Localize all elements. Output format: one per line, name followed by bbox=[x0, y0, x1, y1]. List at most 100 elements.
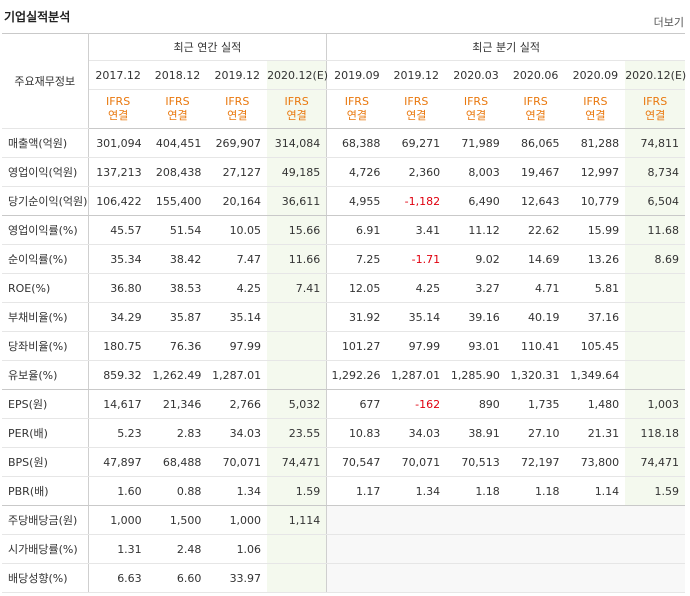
standard-type: IFRS bbox=[344, 95, 369, 108]
more-link[interactable]: 더보기 bbox=[653, 16, 684, 29]
standard-type: IFRS bbox=[583, 95, 608, 108]
cell: 5,032 bbox=[267, 389, 327, 419]
cell: 34.29 bbox=[88, 302, 148, 332]
cell: 2.83 bbox=[147, 418, 208, 448]
cell: 269,907 bbox=[207, 128, 268, 158]
cell: 49,185 bbox=[267, 157, 327, 187]
cell: 180.75 bbox=[88, 331, 148, 361]
cell: 8.69 bbox=[625, 244, 685, 274]
cell: 110.41 bbox=[505, 331, 566, 361]
cell: 5.23 bbox=[88, 418, 148, 448]
standard: IFRS 연결 bbox=[147, 89, 208, 129]
period: 2020.12(E) bbox=[625, 60, 686, 90]
cell: 14,617 bbox=[88, 389, 148, 419]
cell: 6,490 bbox=[446, 186, 506, 216]
cell bbox=[625, 273, 685, 303]
cell: 12.05 bbox=[326, 273, 387, 303]
period: 2020.12(E) bbox=[267, 60, 328, 90]
cell: 70,071 bbox=[386, 447, 447, 477]
cell: 1,262.49 bbox=[147, 360, 208, 390]
cell: 74,471 bbox=[267, 447, 327, 477]
cell: 859.32 bbox=[88, 360, 148, 390]
group-row: 주요재무정보 최근 연간 실적 최근 분기 실적 bbox=[2, 33, 685, 129]
cell: -1,182 bbox=[386, 186, 447, 216]
cell bbox=[267, 563, 327, 593]
cell: 4.25 bbox=[207, 273, 268, 303]
standard-type: IFRS bbox=[642, 95, 668, 108]
row-label: 유보율(%) bbox=[2, 360, 89, 390]
cell: 4.25 bbox=[386, 273, 447, 303]
cell: 1.18 bbox=[505, 476, 566, 506]
cell: 70,513 bbox=[446, 447, 506, 477]
cell: 38.91 bbox=[446, 418, 506, 448]
cell: 1,292.26 bbox=[326, 360, 387, 390]
cell bbox=[625, 505, 685, 535]
standard-type: IFRS bbox=[523, 95, 548, 108]
cell: 45.57 bbox=[88, 215, 148, 245]
data-row: 당좌비율(%) 180.75 76.36 97.99 101.27 97.99 93.01 1… bbox=[2, 331, 685, 361]
row-label: 부채비율(%) bbox=[2, 302, 89, 332]
period: 2018.12 bbox=[147, 60, 208, 90]
cell: 1,000 bbox=[88, 505, 148, 535]
cell: 5.81 bbox=[565, 273, 626, 303]
row-label: BPS(원) bbox=[2, 447, 89, 477]
financial-table: 주요재무정보 최근 연간 실적 최근 분기 실적 2017.12 2018.12 2… bbox=[2, 33, 686, 593]
cell: 1,480 bbox=[565, 389, 626, 419]
cell: 106,422 bbox=[88, 186, 148, 216]
period-row: 2017.12 2018.12 2019.12 2020.12(E) 2019.09 20… bbox=[2, 60, 686, 90]
standard-basis: 연결 bbox=[167, 109, 188, 122]
period: 2020.06 bbox=[505, 60, 566, 90]
cell bbox=[625, 563, 685, 593]
cell bbox=[326, 534, 387, 564]
standard: IFRS 연결 bbox=[267, 89, 327, 129]
cell: 21.31 bbox=[565, 418, 626, 448]
cell: 1,000 bbox=[207, 505, 268, 535]
data-row: PBR(배) 1.60 0.88 1.34 1.59 1.17 1.34 1.18 1.18 1.… bbox=[2, 476, 685, 506]
cell: 1.59 bbox=[267, 476, 327, 506]
cell bbox=[625, 302, 685, 332]
cell: 71,989 bbox=[446, 128, 506, 158]
period: 2019.12 bbox=[386, 60, 447, 90]
cell: 70,547 bbox=[326, 447, 387, 477]
data-row: EPS(원) 14,617 21,346 2,766 5,032 677 -162 890 1,… bbox=[2, 389, 685, 419]
cell: 2,360 bbox=[386, 157, 447, 187]
table-head: 주요재무정보 최근 연간 실적 최근 분기 실적 2017.12 2018.12 2… bbox=[2, 33, 686, 129]
cell: 10.05 bbox=[207, 215, 268, 245]
period: 2019.12 bbox=[207, 60, 268, 90]
row-label: ROE(%) bbox=[2, 273, 89, 303]
cell: 11.66 bbox=[267, 244, 327, 274]
cell: 137,213 bbox=[88, 157, 148, 187]
cell: 1,320.31 bbox=[505, 360, 566, 390]
cell: 51.54 bbox=[147, 215, 208, 245]
cell: 1,349.64 bbox=[565, 360, 626, 390]
cell: 34.03 bbox=[386, 418, 447, 448]
cell: 1,500 bbox=[147, 505, 208, 535]
data-row: 유보율(%) 859.32 1,262.49 1,287.01 1,292.26 1,28… bbox=[2, 360, 685, 390]
cell: 20,164 bbox=[207, 186, 268, 216]
cell: 1.31 bbox=[88, 534, 148, 564]
standard: IFRS 연결 bbox=[207, 89, 268, 129]
cell: 21,346 bbox=[147, 389, 208, 419]
cell: 47,897 bbox=[88, 447, 148, 477]
cell: 40.19 bbox=[505, 302, 566, 332]
cell: 155,400 bbox=[147, 186, 208, 216]
cell: 1.34 bbox=[207, 476, 268, 506]
standard-basis: 연결 bbox=[346, 109, 367, 122]
cell bbox=[267, 302, 327, 332]
row-label: 당좌비율(%) bbox=[2, 331, 89, 361]
cell: 1.18 bbox=[446, 476, 506, 506]
row-label: PER(배) bbox=[2, 418, 89, 448]
table-body: 매출액(억원) 301,094 404,451 269,907 314,084 68,38… bbox=[2, 128, 685, 593]
cell: 1,114 bbox=[267, 505, 327, 535]
standard-row: IFRS 연결 IFRS 연결 IFRS 연결 IFRS 연결 IFRS 연결 IFRS 연결 IFRS… bbox=[2, 89, 685, 129]
cell: 7.41 bbox=[267, 273, 327, 303]
cell: 890 bbox=[446, 389, 506, 419]
cell bbox=[565, 563, 626, 593]
data-row: 순이익률(%) 35.34 38.42 7.47 11.66 7.25 -1.71 9.02 1… bbox=[2, 244, 685, 274]
cell bbox=[446, 563, 506, 593]
standard-basis: 연결 bbox=[406, 109, 427, 122]
standard: IFRS 연결 bbox=[88, 89, 148, 129]
row-label: PBR(배) bbox=[2, 476, 89, 506]
standard-type: IFRS bbox=[105, 95, 131, 108]
